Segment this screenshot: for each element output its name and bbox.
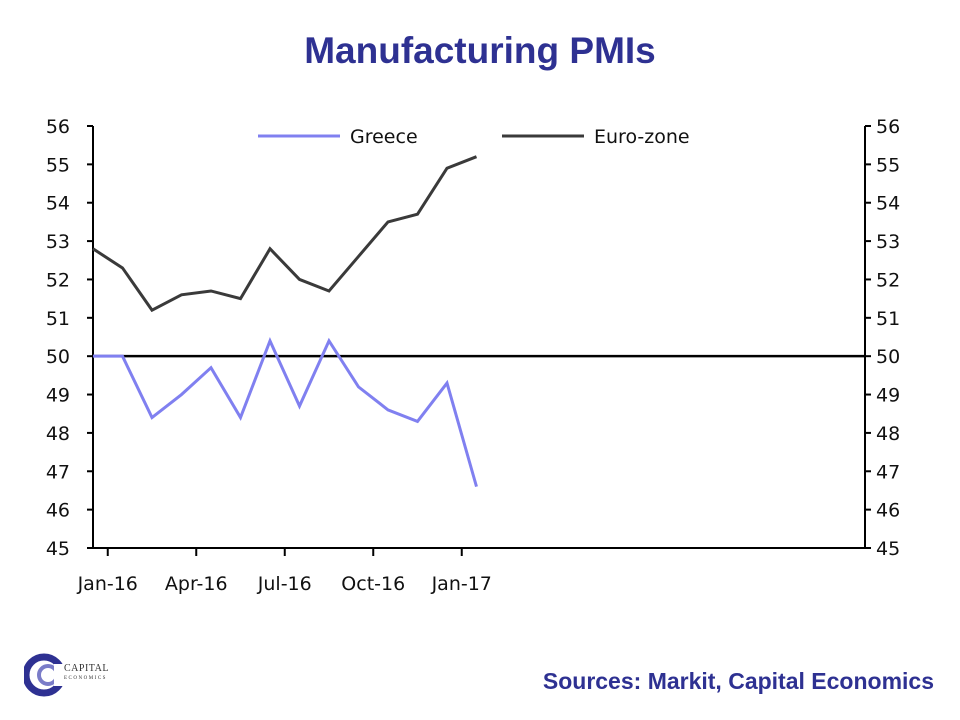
x-tick-label: Apr-16	[165, 573, 228, 595]
y-tick-label-right: 52	[876, 269, 900, 291]
x-tick-label: Jan-17	[431, 573, 492, 595]
y-tick-label-left: 45	[46, 538, 70, 560]
sources-note: Sources: Markit, Capital Economics	[542, 668, 934, 694]
y-tick-label-right: 46	[876, 500, 900, 522]
y-tick-label-left: 50	[46, 346, 70, 368]
series-line-greece	[93, 336, 478, 488]
y-tick-label-right: 48	[876, 423, 900, 445]
capital-economics-logo: CAPITAL ECONOMICS	[22, 644, 144, 706]
y-tick-label-left: 53	[46, 231, 70, 253]
y-tick-label-left: 46	[46, 500, 70, 522]
legend-label: Greece	[350, 126, 418, 148]
y-tick-label-right: 47	[876, 461, 900, 483]
logo-text: CAPITAL ECONOMICS	[64, 664, 109, 684]
y-tick-label-right: 45	[876, 538, 900, 560]
x-tick-label: Oct-16	[341, 573, 405, 595]
y-tick-label-right: 56	[876, 116, 900, 138]
y-tick-label-left: 51	[46, 308, 70, 330]
series-line-euro-zone	[92, 155, 478, 313]
logo-mark-icon	[22, 653, 66, 697]
y-tick-label-right: 51	[876, 308, 900, 330]
y-tick-label-right: 50	[876, 346, 900, 368]
logo-line2: ECONOMICS	[64, 676, 107, 681]
y-tick-label-right: 49	[876, 385, 900, 407]
y-tick-label-left: 54	[46, 193, 70, 215]
x-tick-label: Jan-16	[77, 573, 138, 595]
legend-label: Euro-zone	[594, 126, 690, 148]
y-tick-label-left: 56	[46, 116, 70, 138]
y-tick-label-right: 55	[876, 154, 900, 176]
logo-line1: CAPITAL	[64, 663, 109, 674]
y-tick-label-left: 48	[46, 423, 70, 445]
y-tick-label-left: 55	[46, 154, 70, 176]
y-tick-label-left: 47	[46, 461, 70, 483]
chart-title: Manufacturing PMIs	[304, 30, 656, 71]
y-tick-label-left: 52	[46, 269, 70, 291]
y-tick-label-right: 54	[876, 193, 900, 215]
x-tick-label: Jul-16	[257, 573, 312, 595]
y-tick-label-left: 49	[46, 385, 70, 407]
y-tick-label-right: 53	[876, 231, 900, 253]
